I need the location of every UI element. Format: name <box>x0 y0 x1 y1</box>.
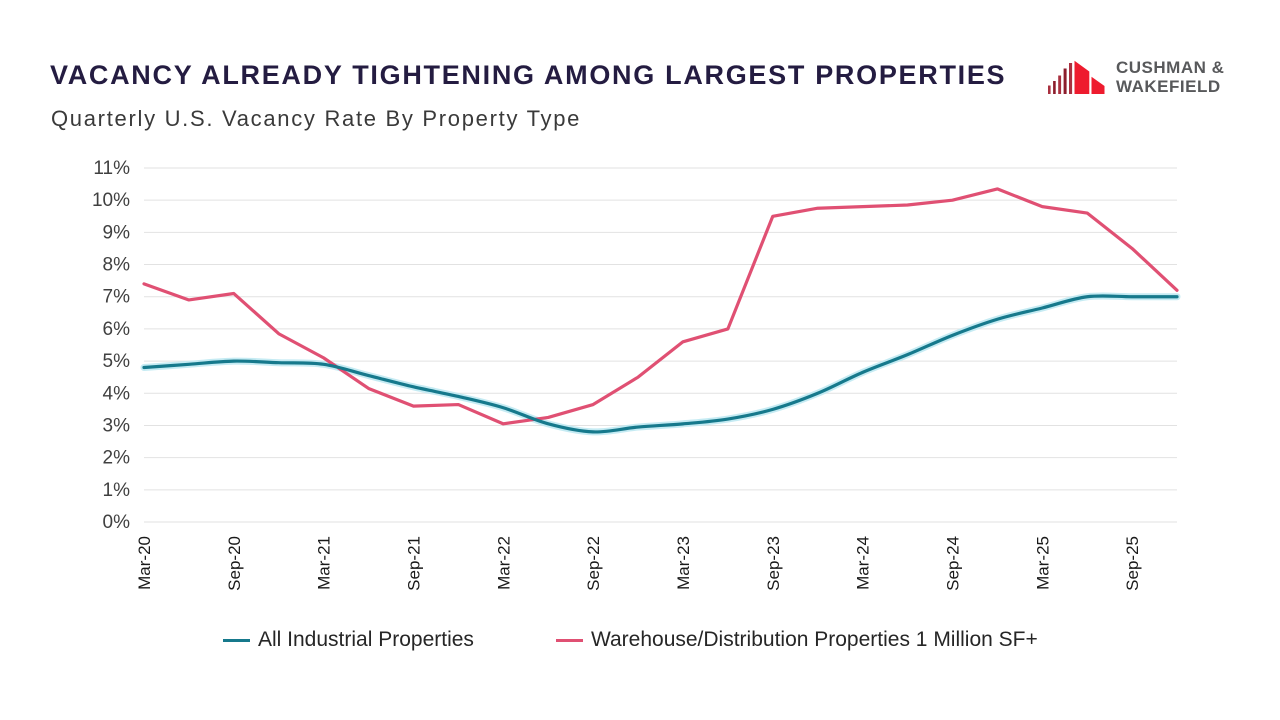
svg-text:1%: 1% <box>103 480 131 501</box>
svg-text:6%: 6% <box>103 319 131 340</box>
svg-text:Sep-24: Sep-24 <box>943 536 962 591</box>
svg-text:Mar-24: Mar-24 <box>854 536 873 590</box>
svg-text:0%: 0% <box>103 512 131 533</box>
svg-text:Sep-21: Sep-21 <box>404 536 423 591</box>
svg-text:5%: 5% <box>103 351 131 372</box>
svg-text:Sep-20: Sep-20 <box>225 536 244 591</box>
svg-text:Mar-21: Mar-21 <box>315 536 334 590</box>
svg-text:8%: 8% <box>103 255 131 276</box>
svg-text:2%: 2% <box>103 448 131 469</box>
svg-text:10%: 10% <box>92 190 130 211</box>
svg-text:3%: 3% <box>103 415 131 436</box>
svg-text:Mar-25: Mar-25 <box>1033 536 1052 590</box>
svg-text:Mar-20: Mar-20 <box>135 536 154 590</box>
svg-text:9%: 9% <box>103 222 131 243</box>
svg-text:Mar-23: Mar-23 <box>674 536 693 590</box>
svg-text:Sep-22: Sep-22 <box>584 536 603 591</box>
svg-text:Sep-23: Sep-23 <box>764 536 783 591</box>
svg-text:Sep-25: Sep-25 <box>1123 536 1142 591</box>
svg-text:7%: 7% <box>103 287 131 308</box>
svg-text:Mar-22: Mar-22 <box>494 536 513 590</box>
svg-text:4%: 4% <box>103 383 131 404</box>
svg-text:11%: 11% <box>93 158 130 179</box>
